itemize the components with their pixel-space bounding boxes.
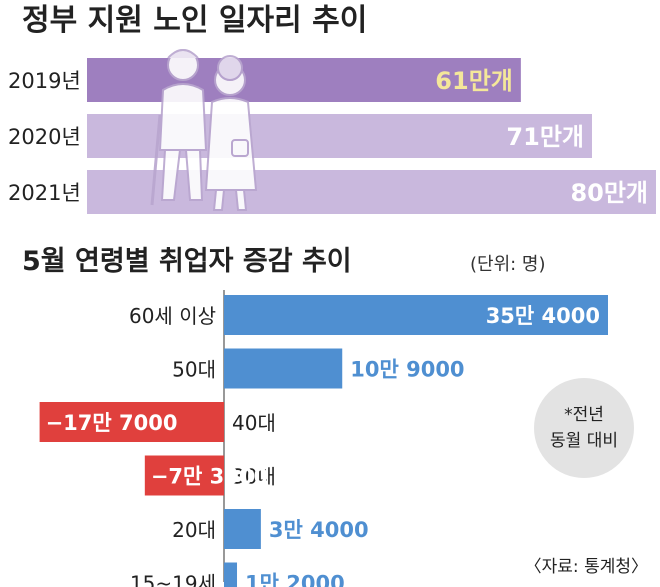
employment-bar [144,455,224,496]
jobs-value-label: 61만개 [435,67,513,95]
jobs-year-label: 2019년 [8,69,81,93]
jobs-bar [87,58,521,102]
employment-bar-group: 60세 이상 35만 4000 50대 10만 9000 40대 −17만 7000 30대… [39,290,608,587]
employment-bar [224,509,261,549]
jobs-year-label: 2020년 [8,125,81,149]
note-line-2: 동월 대비 [550,431,618,451]
jobs-bar [87,170,656,214]
employment-category-label: 15~19세 [130,572,216,587]
employment-value-label: 10만 9000 [350,358,464,382]
employment-bar [224,562,238,587]
jobs-bar-group: 2019년 61만개 2020년 71만개 2021년 80만개 [8,58,656,214]
employment-category-label: 60세 이상 [129,304,216,328]
employment-value-label: −17만 7000 [46,411,178,435]
employment-value-label: 3만 4000 [269,518,369,542]
chart-title-employment: 5월 연령별 취업자 증감 추이 [22,246,352,277]
note-line-1: *전년 [564,405,604,425]
employment-value-label: 1만 2000 [245,572,345,587]
chart-title-jobs: 정부 지원 노인 일자리 추이 [22,3,367,38]
employment-bar [224,295,608,335]
source-label: 〈자료: 통계청〉 [525,557,648,577]
employment-category-label: 40대 [232,411,276,435]
note-bubble [534,378,634,478]
unit-note: (단위: 명) [470,254,546,275]
jobs-year-label: 2021년 [8,181,81,205]
employment-category-label: 50대 [172,358,216,382]
employment-category-label: 20대 [172,518,216,542]
employment-bar [224,348,343,389]
elderly-couple-illustration [150,49,258,211]
employment-category-label: 30대 [232,465,276,489]
employment-bar [39,402,225,442]
jobs-value-label: 71만개 [506,123,584,151]
employment-value-label: 35만 4000 [486,304,600,328]
jobs-value-label: 80만개 [570,179,648,207]
employment-value-label: −7만 3000 [151,465,268,489]
